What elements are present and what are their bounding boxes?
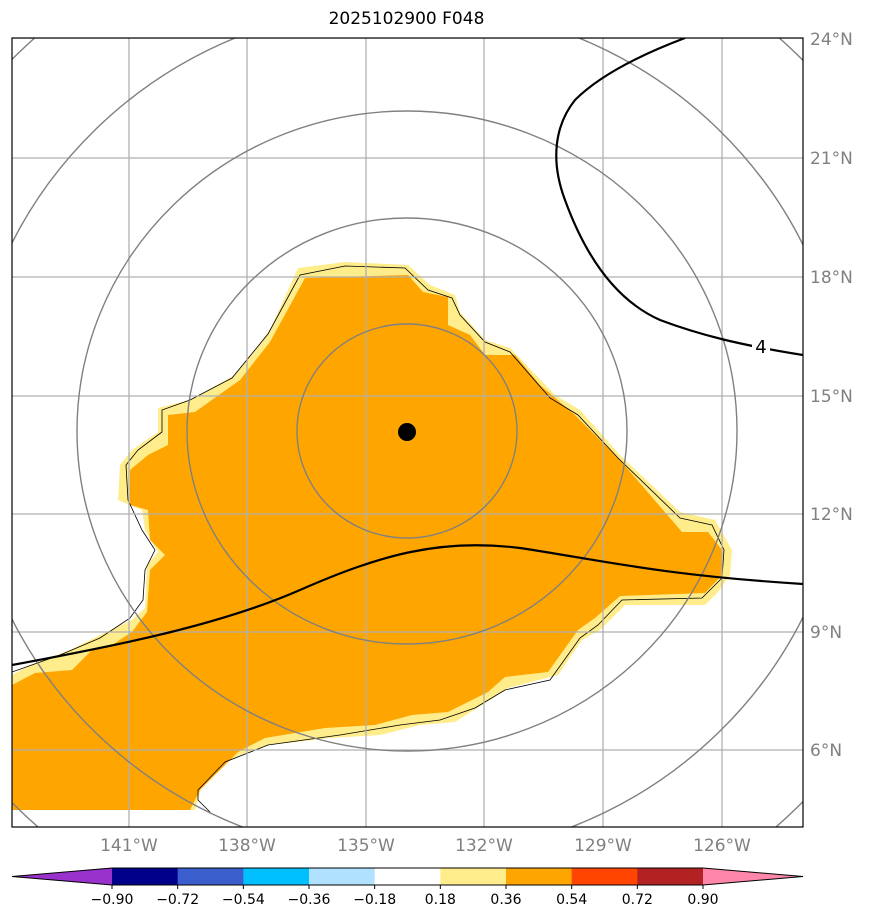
colorbar-tick-label: 0.54 <box>556 892 587 908</box>
shaded-region-outline <box>12 265 725 813</box>
lat-label: 18°N <box>810 268 853 288</box>
colorbar-swatch <box>571 868 638 885</box>
colorbar-tick-label: 0.18 <box>425 892 456 908</box>
graticule <box>12 38 803 827</box>
colorbar-swatch <box>374 868 441 885</box>
longitude-labels: 141°W 138°W 135°W 132°W 129°W 126°W <box>100 836 751 856</box>
contour-lines <box>12 38 803 667</box>
lon-label: 132°W <box>455 836 513 856</box>
lat-label: 9°N <box>810 623 842 643</box>
colorbar-swatch <box>177 868 244 885</box>
colorbar-tick-label: −0.90 <box>91 892 134 908</box>
lat-label: 6°N <box>810 741 842 761</box>
storm-center-marker <box>398 423 416 441</box>
contour-label-bg <box>752 335 770 357</box>
colorbar-tick-label: −0.72 <box>156 892 199 908</box>
lat-label: 24°N <box>810 30 853 50</box>
latitude-labels: 24°N 21°N 18°N 15°N 12°N 9°N 6°N <box>810 30 853 761</box>
colorbar-extend-min <box>12 868 112 885</box>
plot-frame <box>11 37 804 828</box>
contour-label: 4 <box>755 337 766 358</box>
colorbar-swatch <box>506 868 573 885</box>
colorbar-extend-max <box>703 868 803 885</box>
lon-label: 141°W <box>100 836 158 856</box>
lat-label: 15°N <box>810 387 853 407</box>
colorbar-swatch <box>112 868 179 885</box>
lon-label: 138°W <box>218 836 276 856</box>
lon-label: 129°W <box>574 836 632 856</box>
colorbar-tick-label: −0.54 <box>222 892 265 908</box>
colorbar-tick-label: 0.72 <box>622 892 653 908</box>
colorbar-tick-label: −0.18 <box>353 892 396 908</box>
shaded-region-main <box>12 275 722 810</box>
lon-label: 126°W <box>693 836 751 856</box>
colorbar: −0.90 −0.72 −0.54 −0.36 −0.18 0.18 0.36 0.54 0.7… <box>11 867 804 908</box>
colorbar-tick-label: −0.36 <box>288 892 331 908</box>
lon-label: 135°W <box>337 836 395 856</box>
map-title: 2025102900 F048 <box>328 9 485 29</box>
colorbar-tick-label: 0.90 <box>687 892 718 908</box>
colorbar-tick-label: 0.36 <box>490 892 521 908</box>
lat-label: 21°N <box>810 149 853 169</box>
colorbar-swatch <box>440 868 507 885</box>
colorbar-swatch <box>309 868 376 885</box>
colorbar-swatch <box>243 868 310 885</box>
colorbar-swatch <box>637 868 704 885</box>
lat-label: 12°N <box>810 505 853 525</box>
